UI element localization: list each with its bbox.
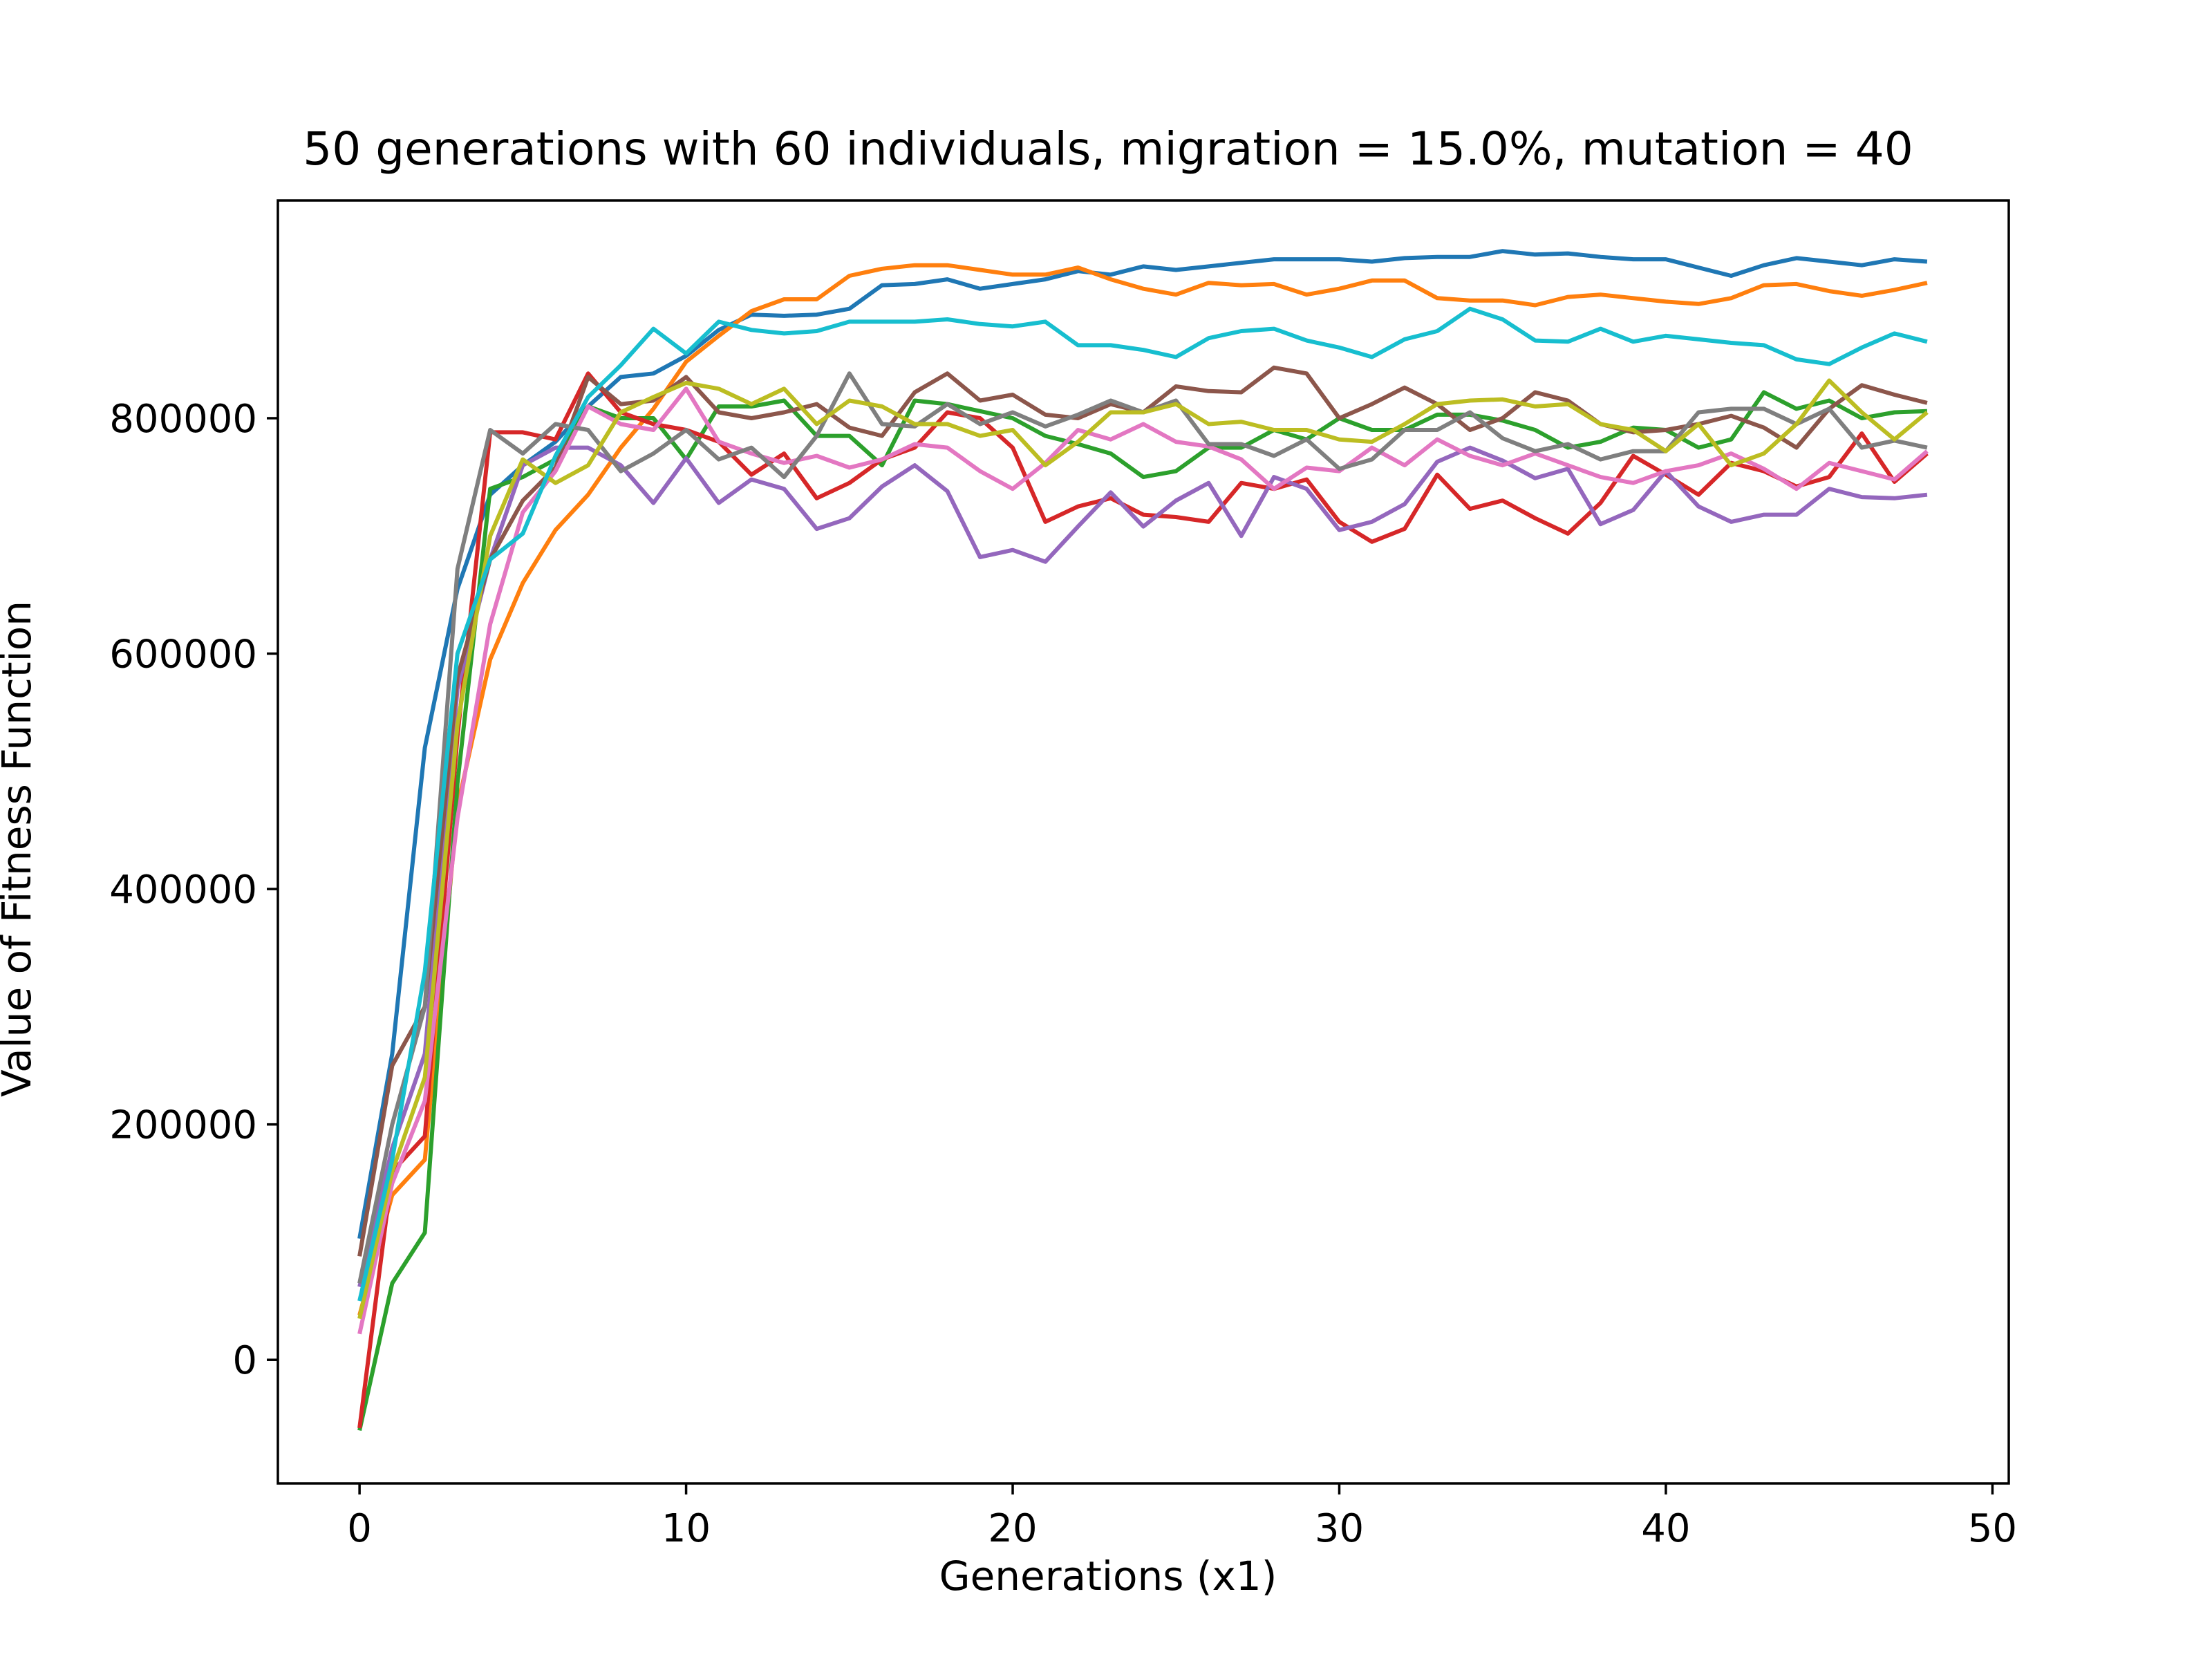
x-tick-label: 50 <box>1968 1506 2017 1551</box>
x-axis-label: Generations (x1) <box>939 1553 1277 1600</box>
y-tick-label: 800000 <box>109 397 257 442</box>
x-tick-label: 10 <box>662 1506 711 1551</box>
series-line-7 <box>357 386 1929 1335</box>
plot-frame <box>276 199 2010 1485</box>
x-tick-label: 30 <box>1315 1506 1364 1551</box>
series-line-1 <box>357 249 1928 1239</box>
y-tick-label: 200000 <box>109 1103 257 1148</box>
y-tick-label: 0 <box>232 1338 257 1383</box>
series-line-10 <box>357 306 1928 1302</box>
y-tick-label: 400000 <box>109 868 257 912</box>
series-line-2 <box>357 263 1928 1316</box>
x-tick-label: 40 <box>1641 1506 1690 1551</box>
series-layer <box>357 249 1929 1432</box>
chart-title: 50 generations with 60 individuals, migr… <box>303 122 1913 176</box>
x-tick-label: 0 <box>347 1506 372 1551</box>
series-line-9 <box>357 378 1929 1320</box>
y-axis-label: Value of Fitness Function <box>0 601 40 1097</box>
x-tick-label: 20 <box>988 1506 1037 1551</box>
axes-layer: 0 10 20 30 40 50 0 200000 400000 600000 800000 <box>109 199 2017 1551</box>
y-tick-label: 600000 <box>109 632 257 677</box>
